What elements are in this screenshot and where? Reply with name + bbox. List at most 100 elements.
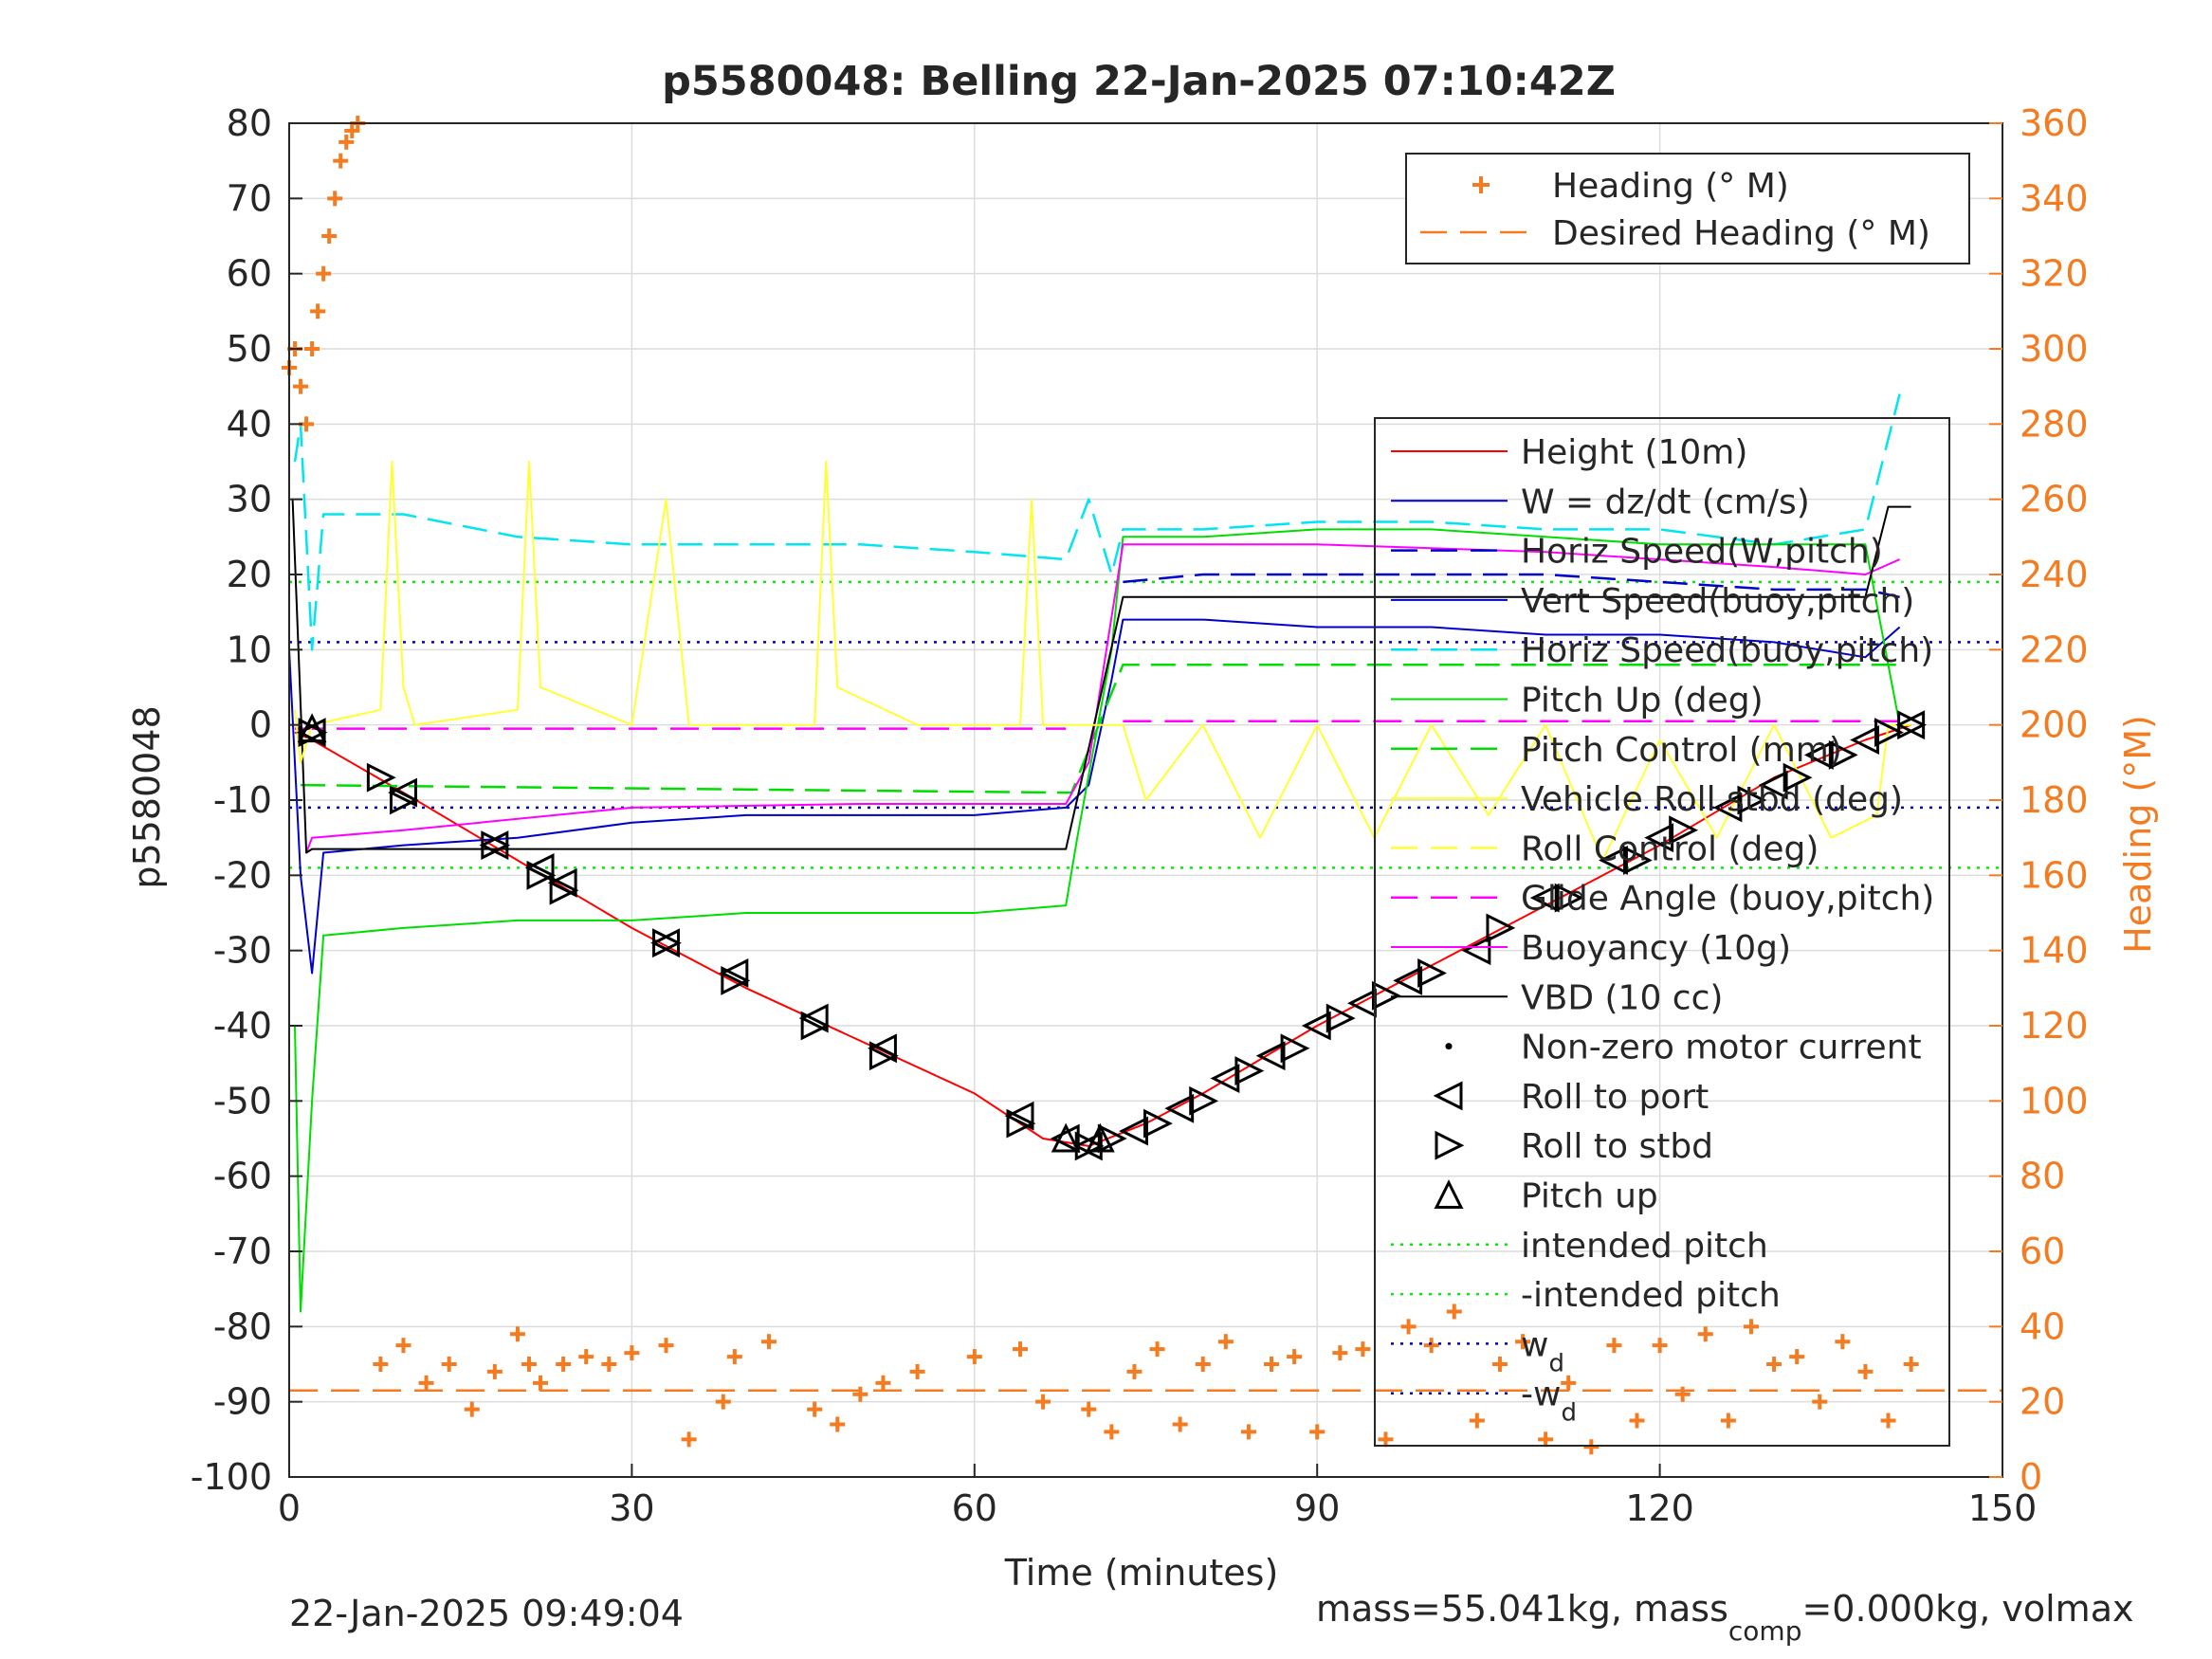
roll-to-port-marker	[1393, 965, 1423, 995]
heading-point	[1423, 1338, 1439, 1354]
heading-point	[1149, 1341, 1165, 1358]
axis-ticks: 0 30 60 90 120 15080706050403020100-10-20-30-…	[191, 102, 2089, 1529]
heading-point	[1743, 1319, 1759, 1335]
legend-main-entry: Vert Speed(buoy,pitch)	[1391, 582, 1914, 621]
heading-point	[509, 1326, 525, 1342]
footer-mass-text: mass=55.041kg, mass	[1316, 1588, 1728, 1630]
plot-area	[282, 116, 2002, 1455]
y2-tick-label: 260	[2020, 479, 2089, 520]
x-tick-label: 120	[1625, 1487, 1694, 1529]
legend-main-entry: Pitch Up (deg)	[1391, 682, 1764, 720]
heading-point	[316, 265, 332, 282]
legend-main-entry: Buoyancy (10g)	[1391, 929, 1791, 968]
roll-to-port-marker	[1461, 936, 1491, 966]
heading-point	[578, 1349, 594, 1365]
roll-to-stbd-marker	[800, 1011, 831, 1041]
roll-to-stbd-marker	[1782, 762, 1813, 793]
legend-main-entry: Roll Control (deg)	[1391, 830, 1819, 868]
legend-main-entry: VBD (10 cc)	[1391, 978, 1723, 1017]
roll-to-port-marker	[1347, 988, 1377, 1018]
heading-point	[1629, 1413, 1645, 1429]
legend-main-entry: intended pitch	[1391, 1227, 1768, 1266]
legend-main-entry: Non-zero motor current	[1445, 1029, 1922, 1067]
roll-to-stbd-marker	[298, 718, 328, 748]
heading-point	[1491, 1357, 1508, 1372]
roll-to-port-marker	[1301, 1011, 1331, 1041]
y-tick-label: 20	[227, 554, 272, 595]
y-tick-label: 70	[227, 177, 272, 219]
legend-main-label: Horiz Speed(W,pitch)	[1521, 533, 1883, 572]
heading-point	[293, 378, 309, 394]
roll-to-port-marker	[1050, 1123, 1080, 1154]
heading-point	[1195, 1357, 1211, 1372]
y2-tick-label: 160	[2020, 854, 2089, 896]
heading-point	[1674, 1386, 1691, 1402]
y-tick-label: -20	[213, 854, 272, 896]
y2-tick-label: 220	[2020, 629, 2089, 670]
legend-main-label: Roll to port	[1521, 1078, 1709, 1117]
x-tick-label: 90	[1294, 1487, 1340, 1529]
y-tick-label: 80	[227, 102, 272, 144]
x-tick-label: 30	[609, 1487, 654, 1529]
heading-point	[1217, 1334, 1234, 1350]
heading-point	[304, 341, 320, 356]
legend-dot-icon	[1445, 1043, 1453, 1050]
legend-heading-entry: Desired Heading (° M)	[1420, 214, 1930, 253]
roll-to-port-marker	[1644, 823, 1674, 853]
roll-to-stbd-marker	[1828, 739, 1858, 770]
roll-to-port-marker	[1210, 1064, 1240, 1093]
y2-tick-label: 300	[2020, 328, 2089, 370]
legend-main-label: -intended pitch	[1521, 1276, 1781, 1315]
legend-main-entry: Pitch up	[1434, 1177, 1658, 1216]
footer-mass-info: mass=55.041kg, masscomp=0.000kg, volmax	[1316, 1588, 2133, 1647]
heading-point	[1789, 1349, 1805, 1365]
heading-point	[726, 1349, 742, 1365]
legend-main-box	[1374, 417, 1950, 1447]
roll-to-stbd-marker	[366, 762, 396, 793]
roll-to-stbd-marker	[1006, 1108, 1036, 1139]
y-tick-label: 40	[227, 403, 272, 445]
legend-main-label: Height (10m)	[1521, 433, 1747, 472]
y-tick-label: -10	[213, 779, 272, 821]
y2-tick-label: 240	[2020, 554, 2089, 595]
heading-point	[1264, 1357, 1280, 1372]
roll-to-port-marker	[1758, 770, 1788, 800]
heading-point	[1857, 1363, 1874, 1379]
heading-point	[1240, 1424, 1256, 1440]
roll-to-port-marker	[1599, 846, 1628, 875]
heading-point	[1126, 1363, 1143, 1379]
heading-point	[875, 1375, 891, 1391]
legend-main-label: wd	[1521, 1325, 1564, 1377]
y2-tick-label: 200	[2020, 704, 2089, 746]
legend-main-entry: W = dz/dt (cm/s)	[1391, 483, 1810, 521]
legend-main-label: Vert Speed(buoy,pitch)	[1521, 582, 1914, 621]
y-tick-label: 60	[227, 253, 272, 295]
roll-to-stbd-marker	[1325, 1003, 1356, 1033]
heading-point	[556, 1357, 572, 1372]
heading-point	[1606, 1338, 1622, 1354]
roll-to-stbd-marker	[1623, 846, 1653, 875]
footer-timestamp: 22-Jan-2025 09:49:04	[289, 1593, 684, 1634]
heading-point	[1835, 1334, 1851, 1350]
roll-to-port-marker	[1712, 793, 1743, 823]
x-axis-label: Time (minutes)	[1004, 1552, 1279, 1594]
y2-axis-label: Heading (°M)	[2117, 715, 2159, 954]
roll-to-port-marker	[1255, 1041, 1286, 1071]
roll-to-stbd-marker	[1234, 1056, 1265, 1086]
roll-to-stbd-marker	[1097, 1123, 1127, 1154]
pitch-up-marker	[1085, 1122, 1115, 1153]
series-layer	[282, 116, 2002, 1455]
heading-point	[1812, 1394, 1828, 1410]
legend-main-label: Non-zero motor current	[1521, 1029, 1922, 1067]
legend-heading-box	[1405, 153, 1970, 264]
legend-marker-icon	[1434, 1179, 1464, 1209]
legend-main-entry: Horiz Speed(W,pitch)	[1391, 533, 1883, 572]
y2-tick-label: 100	[2020, 1080, 2089, 1121]
marker-layer	[296, 710, 1927, 1161]
roll-to-port-marker	[1164, 1093, 1195, 1123]
roll-to-port-marker	[719, 958, 749, 988]
legend-main-label: Roll to stbd	[1521, 1127, 1713, 1166]
y2-tick-label: 280	[2020, 403, 2089, 445]
heading-point	[1104, 1424, 1120, 1440]
y-tick-label: 10	[227, 629, 272, 670]
